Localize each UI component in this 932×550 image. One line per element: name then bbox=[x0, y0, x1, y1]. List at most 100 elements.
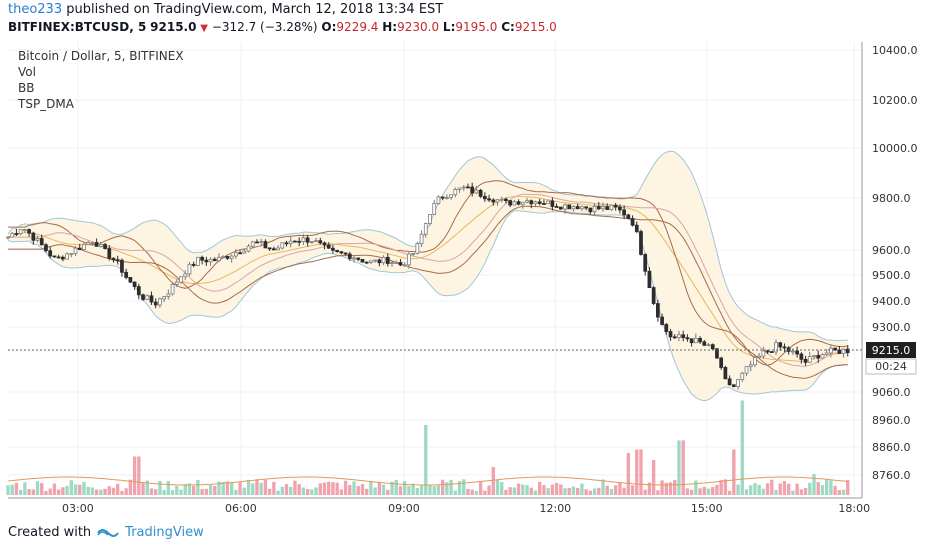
volume-bar bbox=[630, 485, 635, 495]
price-tick-label: 8760.0 bbox=[872, 469, 911, 482]
published-text: published on TradingView.com, March 12, … bbox=[66, 2, 444, 17]
created-with-text: Created with bbox=[8, 525, 92, 540]
candle-body bbox=[672, 336, 677, 339]
candle-body bbox=[48, 250, 53, 257]
legend-bb[interactable]: BB bbox=[18, 81, 35, 95]
volume-bar bbox=[812, 474, 816, 495]
volume-bar bbox=[609, 488, 614, 495]
time-tick-label: 03:00 bbox=[62, 502, 94, 515]
dma-lower bbox=[8, 205, 848, 379]
candle-body bbox=[482, 195, 487, 200]
candle-body bbox=[120, 259, 124, 273]
candle-body bbox=[322, 242, 327, 246]
candle-body bbox=[124, 271, 129, 278]
candle-body bbox=[318, 240, 323, 244]
legend-vol[interactable]: Vol bbox=[18, 65, 36, 79]
candle-body bbox=[723, 367, 728, 380]
volume-bar bbox=[829, 480, 833, 495]
candle-body bbox=[845, 348, 850, 353]
volume-bar bbox=[175, 485, 179, 495]
volume-bar bbox=[660, 480, 664, 495]
volume-bar bbox=[6, 485, 10, 495]
candle-body bbox=[364, 261, 369, 264]
volume-bar bbox=[711, 487, 715, 495]
volume-bar bbox=[445, 482, 449, 495]
candle-body bbox=[765, 350, 770, 353]
candle-body bbox=[77, 247, 82, 250]
volume-bar bbox=[259, 482, 263, 495]
candle-body bbox=[246, 245, 251, 252]
candle-body bbox=[305, 237, 310, 243]
volume-bar bbox=[111, 487, 116, 495]
volume-bar bbox=[301, 487, 306, 495]
candle-body bbox=[436, 196, 441, 204]
volume-bar bbox=[820, 485, 825, 495]
volume-bar bbox=[635, 449, 639, 495]
candle-body bbox=[512, 201, 517, 206]
volume-bar bbox=[154, 489, 158, 495]
candle-body bbox=[276, 247, 280, 251]
volume-bar bbox=[744, 489, 749, 495]
time-axis: 03:00 06:00 09:00 12:00 15:00 18:00 bbox=[8, 497, 870, 515]
volume-bar bbox=[284, 484, 289, 495]
volume-bar bbox=[567, 488, 571, 495]
volume-bar bbox=[360, 484, 365, 495]
candle-body bbox=[250, 241, 255, 247]
volume-bar bbox=[791, 490, 795, 495]
candle-body bbox=[343, 252, 348, 255]
volume-bar bbox=[698, 488, 702, 495]
price-tick-label: 10200.0 bbox=[872, 94, 918, 107]
candle-body bbox=[107, 248, 112, 259]
volume-bar bbox=[234, 489, 238, 495]
candle-body bbox=[73, 247, 78, 254]
volume-bar bbox=[727, 490, 732, 495]
volume-bar bbox=[204, 488, 209, 495]
volume-bar bbox=[238, 482, 242, 495]
volume-bar bbox=[605, 485, 609, 495]
candle-body bbox=[778, 342, 783, 348]
close-value: 9215.0 bbox=[514, 20, 557, 34]
volume-bar bbox=[478, 481, 483, 495]
volume-bar bbox=[538, 481, 542, 495]
volume-bar bbox=[626, 453, 631, 495]
price-tick-label: 9300.0 bbox=[872, 321, 911, 334]
volume-bar bbox=[550, 484, 555, 495]
candle-body bbox=[533, 201, 538, 205]
countdown-badge: 00:24 bbox=[875, 360, 907, 373]
candle-body bbox=[837, 349, 842, 354]
legend-tsp-dma[interactable]: TSP_DMA bbox=[18, 97, 74, 111]
candle-body bbox=[187, 263, 192, 275]
volume-bar bbox=[449, 479, 453, 495]
volume-bar bbox=[757, 484, 761, 495]
volume-bar bbox=[428, 485, 432, 495]
volume-bar bbox=[761, 488, 766, 495]
candle-body bbox=[727, 378, 732, 386]
candle-body bbox=[356, 257, 361, 260]
volume-bar bbox=[457, 481, 462, 495]
candle-body bbox=[698, 337, 702, 343]
price-chart[interactable]: 10400.0 10200.0 10000.0 9800.0 9600.0 9500.0 9… bbox=[0, 40, 932, 522]
candle-body bbox=[94, 242, 99, 247]
volume-bar bbox=[618, 482, 622, 495]
candle-body bbox=[799, 353, 804, 360]
volume-bar bbox=[27, 489, 31, 495]
volume-bar bbox=[373, 487, 377, 495]
tradingview-brand[interactable]: TradingView bbox=[97, 524, 204, 542]
volume-bar bbox=[749, 485, 753, 495]
candle-body bbox=[52, 255, 57, 258]
candle-body bbox=[647, 270, 652, 289]
volume-bar bbox=[14, 482, 19, 495]
candle-body bbox=[267, 247, 272, 250]
volume-bar bbox=[613, 485, 618, 495]
volume-bar bbox=[90, 487, 95, 495]
volume-bar bbox=[787, 483, 791, 495]
last-price-badge: 9215.0 bbox=[872, 344, 911, 357]
candle-body bbox=[702, 341, 707, 346]
volume-bar bbox=[225, 481, 230, 495]
author-link[interactable]: theo233 bbox=[8, 2, 63, 17]
candle-body bbox=[221, 255, 226, 258]
candle-body bbox=[6, 236, 10, 239]
candle-body bbox=[626, 214, 631, 219]
candle-body bbox=[445, 197, 449, 199]
volume-bar bbox=[208, 484, 213, 495]
